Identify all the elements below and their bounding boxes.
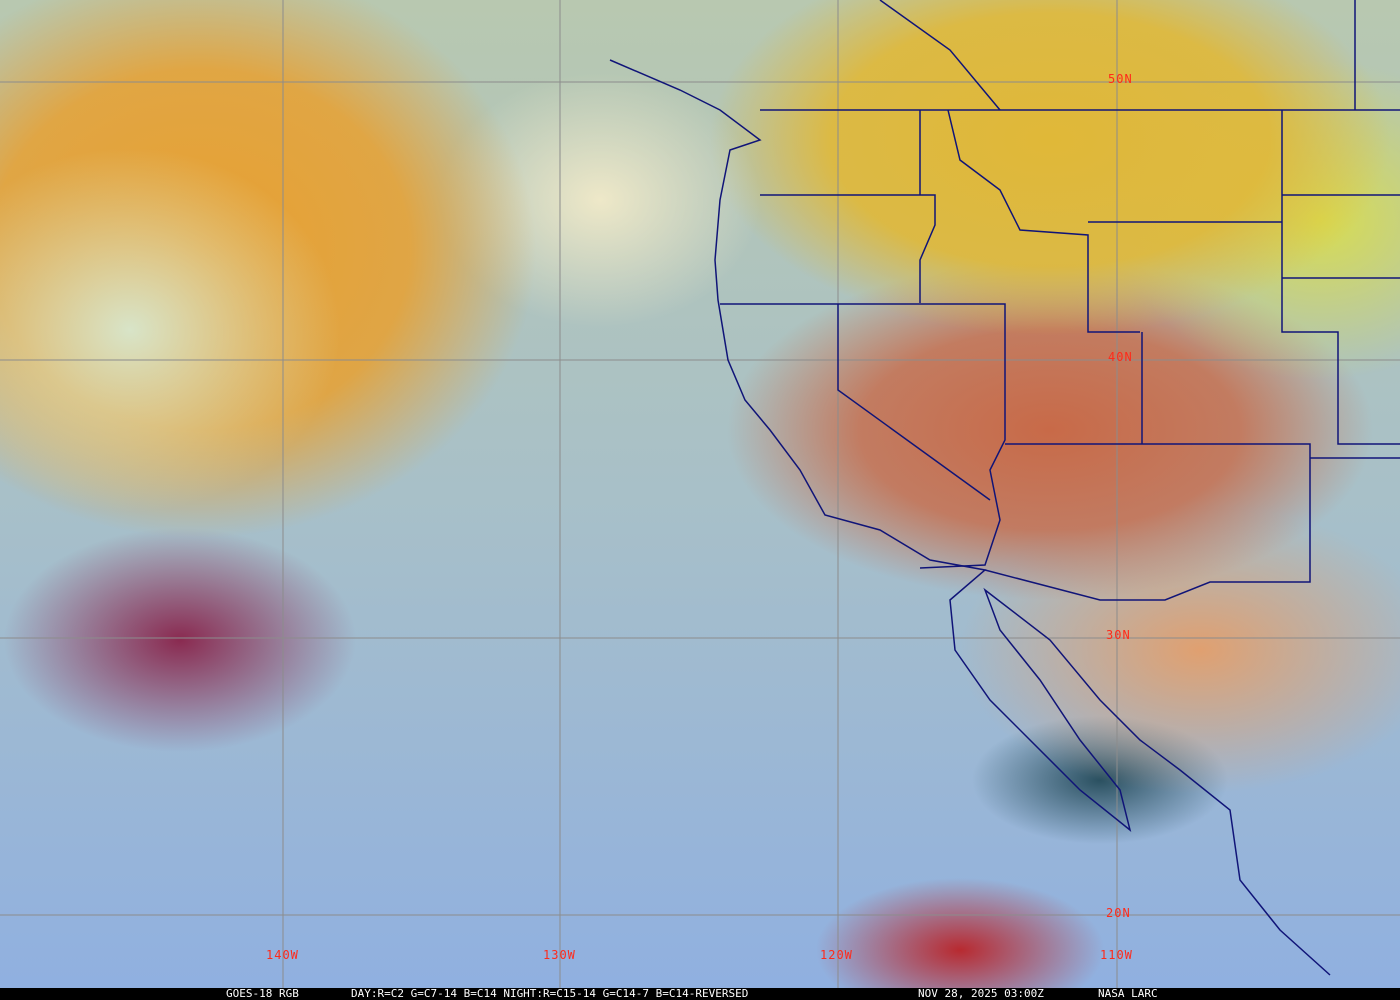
california-nevada-diagonal [837, 304, 991, 501]
lon-label-130w: 130W [543, 948, 576, 962]
lat-label-20n: 20N [1106, 906, 1131, 920]
utah-arizona-border [984, 443, 1311, 601]
coastlines-and-borders [609, 0, 1400, 976]
california-border [720, 303, 1006, 569]
west-coastline [609, 59, 1331, 976]
idaho-border [919, 109, 1140, 333]
caption-datetime: NOV 28, 2025 03:00Z [918, 987, 1044, 1000]
interior-borders [879, 0, 1400, 459]
lon-label-120w: 120W [820, 948, 853, 962]
lat-label-50n: 50N [1108, 72, 1133, 86]
lon-label-110w: 110W [1100, 948, 1133, 962]
image-caption-bar: GOES-18 RGB DAY:R=C2 G=C7-14 B=C14 NIGHT… [0, 988, 1400, 1000]
lon-label-140w: 140W [266, 948, 299, 962]
caption-source: NASA LARC [1098, 987, 1158, 1000]
caption-recipe: DAY:R=C2 G=C7-14 B=C14 NIGHT:R=C15-14 G=… [351, 987, 749, 1000]
lat-label-30n: 30N [1106, 628, 1131, 642]
lat-label-40n: 40N [1108, 350, 1133, 364]
oregon-border [760, 194, 936, 303]
caption-satellite: GOES-18 RGB [226, 987, 299, 1000]
